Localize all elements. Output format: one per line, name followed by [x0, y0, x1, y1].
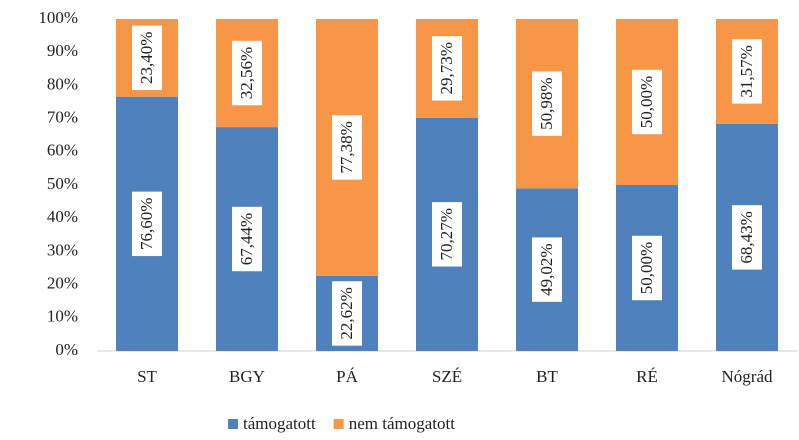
x-tick-label: PÁ [336, 367, 358, 386]
legend-swatch [333, 419, 344, 429]
label-box [332, 115, 362, 180]
data-label-text: 29,73% [437, 42, 456, 94]
data-label-text: 22,62% [337, 287, 356, 339]
legend-label: támogatott [243, 414, 316, 433]
y-tick-label: 40% [47, 207, 78, 226]
data-label: 50,00% [632, 235, 662, 301]
data-label: 50,98% [532, 71, 562, 136]
y-tick-label: 80% [47, 74, 78, 93]
label-box [432, 202, 462, 267]
label-box [132, 191, 162, 257]
label-box [532, 71, 562, 136]
y-tick-label: 30% [47, 240, 78, 259]
data-label-text: 31,57% [737, 45, 756, 97]
data-label: 50,00% [632, 69, 662, 135]
x-tick-label: ST [137, 367, 157, 386]
x-tick-label: SZÉ [432, 367, 462, 386]
data-label: 67,44% [232, 206, 262, 272]
y-tick-label: 100% [38, 8, 78, 27]
y-tick-label: 50% [47, 174, 78, 193]
data-label: 70,27% [432, 202, 462, 267]
data-label: 29,73% [432, 36, 462, 101]
data-label: 23,40% [132, 25, 162, 91]
data-label: 76,60% [132, 191, 162, 257]
data-label: 32,56% [232, 40, 262, 106]
legend-label: nem támogatott [349, 414, 456, 433]
data-label-text: 76,60% [137, 198, 156, 250]
label-box [732, 39, 762, 104]
y-tick-label: 20% [47, 274, 78, 293]
y-tick-label: 0% [55, 340, 78, 359]
data-label-text: 77,38% [337, 121, 356, 173]
label-box [632, 235, 662, 301]
y-tick-label: 90% [47, 41, 78, 60]
x-tick-label: RÉ [636, 367, 658, 386]
label-box [232, 40, 262, 106]
data-label: 68,43% [732, 205, 762, 270]
data-label-text: 32,56% [237, 47, 256, 99]
data-label: 49,02% [532, 237, 562, 302]
data-label-text: 50,98% [537, 77, 556, 129]
data-label-text: 68,43% [737, 211, 756, 263]
data-label-text: 50,00% [637, 76, 656, 128]
data-label: 77,38% [332, 115, 362, 180]
label-box [532, 237, 562, 302]
label-box [732, 205, 762, 270]
legend-swatch [228, 419, 238, 429]
data-label-text: 49,02% [537, 243, 556, 295]
data-label: 31,57% [732, 39, 762, 104]
label-box [332, 281, 362, 346]
data-label-text: 23,40% [137, 32, 156, 84]
data-label-text: 50,00% [637, 242, 656, 294]
y-tick-label: 60% [47, 141, 78, 160]
label-box [232, 206, 262, 272]
label-box [132, 25, 162, 91]
label-box [632, 69, 662, 135]
y-tick-label: 70% [47, 108, 78, 127]
data-label-text: 70,27% [437, 208, 456, 260]
y-tick-label: 10% [47, 307, 78, 326]
data-label: 22,62% [332, 281, 362, 346]
x-tick-label: BGY [229, 367, 265, 386]
data-label-text: 67,44% [237, 213, 256, 265]
x-tick-label: Nógrád [722, 367, 773, 386]
label-box [432, 36, 462, 101]
x-tick-label: BT [536, 367, 558, 386]
